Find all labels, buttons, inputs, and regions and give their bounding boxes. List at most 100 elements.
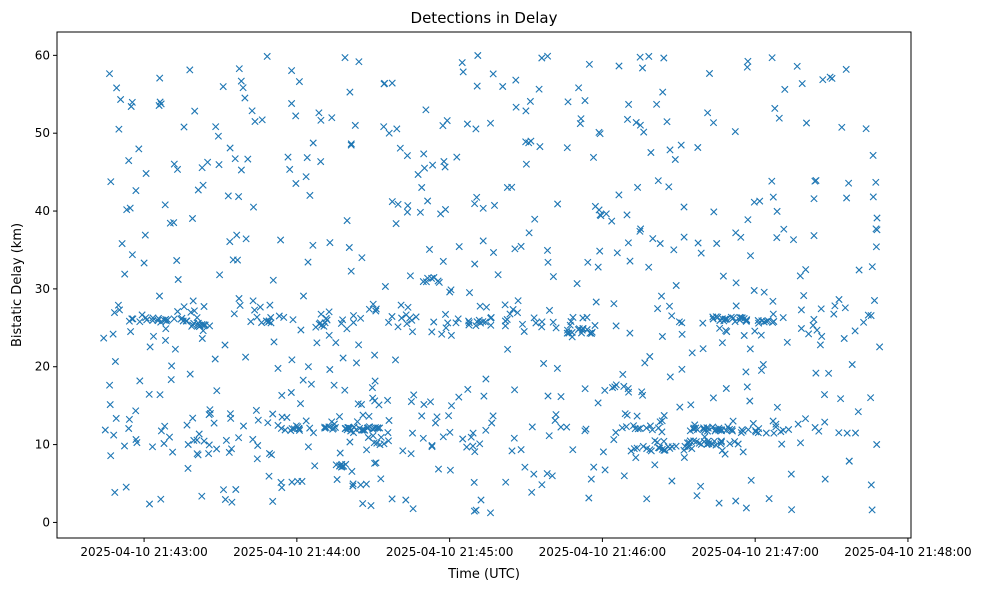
data-point xyxy=(544,392,552,400)
data-point xyxy=(365,412,373,420)
data-point xyxy=(544,52,552,60)
data-point xyxy=(665,302,674,310)
data-point xyxy=(100,334,108,342)
data-point xyxy=(358,254,366,262)
data-point xyxy=(693,492,701,500)
data-point xyxy=(532,319,540,327)
data-point xyxy=(699,319,707,327)
data-point xyxy=(688,445,696,453)
data-point xyxy=(113,84,121,92)
data-point xyxy=(168,362,176,370)
data-point xyxy=(592,298,600,306)
data-point xyxy=(528,423,536,431)
data-point xyxy=(729,314,737,322)
data-point xyxy=(705,440,713,448)
data-point xyxy=(845,457,853,465)
data-point xyxy=(149,316,157,325)
data-point xyxy=(148,443,157,451)
data-point xyxy=(355,58,363,66)
data-point xyxy=(779,314,787,322)
data-point xyxy=(636,121,644,129)
data-point xyxy=(538,481,546,489)
data-point xyxy=(595,128,603,136)
data-point xyxy=(355,424,364,432)
data-point xyxy=(634,183,642,191)
data-point xyxy=(110,309,119,317)
data-point xyxy=(587,329,596,338)
data-point xyxy=(636,53,644,61)
data-point xyxy=(235,434,243,442)
data-point xyxy=(854,408,862,416)
data-point xyxy=(394,323,402,331)
data-point xyxy=(870,296,879,305)
data-point xyxy=(687,401,695,409)
data-point xyxy=(110,431,118,439)
data-point xyxy=(653,100,661,108)
data-point xyxy=(750,198,758,206)
data-point xyxy=(388,198,396,206)
data-point xyxy=(212,123,220,131)
data-point xyxy=(719,272,727,280)
data-point xyxy=(577,329,586,337)
data-point xyxy=(479,318,487,326)
data-point xyxy=(352,359,361,367)
data-point xyxy=(867,481,875,489)
data-point xyxy=(251,306,259,314)
data-point xyxy=(788,506,796,514)
data-point xyxy=(406,314,414,322)
data-point xyxy=(445,412,453,420)
data-point xyxy=(157,495,165,503)
data-point xyxy=(251,117,259,126)
data-point xyxy=(734,440,742,448)
data-point xyxy=(476,302,484,310)
data-point xyxy=(127,102,135,111)
data-point xyxy=(501,322,509,330)
data-point xyxy=(120,442,129,450)
data-point xyxy=(654,305,662,313)
data-point xyxy=(283,413,291,422)
data-point xyxy=(332,461,340,469)
data-point xyxy=(193,314,201,322)
data-point xyxy=(671,155,679,164)
data-point xyxy=(697,440,705,448)
data-point xyxy=(464,385,472,393)
data-point xyxy=(306,191,314,199)
data-point xyxy=(666,444,674,452)
data-point xyxy=(689,425,698,433)
data-point xyxy=(288,478,296,486)
data-point xyxy=(666,146,674,154)
data-point xyxy=(419,434,427,442)
data-point xyxy=(309,429,318,437)
data-point xyxy=(171,345,179,353)
data-point xyxy=(646,352,654,361)
data-point xyxy=(544,258,552,266)
data-point xyxy=(680,453,688,462)
data-point xyxy=(198,492,206,500)
data-point xyxy=(335,413,344,421)
data-point xyxy=(488,419,496,427)
data-point xyxy=(406,272,414,280)
data-point xyxy=(564,98,572,106)
data-point xyxy=(125,317,133,325)
data-point xyxy=(743,316,751,324)
data-point xyxy=(111,488,119,496)
data-point xyxy=(722,384,730,393)
data-point xyxy=(145,500,154,508)
data-point xyxy=(369,432,377,440)
y-tick-label: 50 xyxy=(35,126,50,140)
data-point xyxy=(317,310,325,318)
data-point xyxy=(455,393,463,401)
data-point xyxy=(582,425,590,433)
data-point xyxy=(205,441,213,449)
data-point xyxy=(353,418,361,426)
data-point xyxy=(258,319,266,327)
data-point xyxy=(302,417,310,425)
data-point xyxy=(557,423,565,431)
data-point xyxy=(660,437,668,445)
data-point xyxy=(486,509,495,517)
data-point xyxy=(694,239,702,247)
data-point xyxy=(680,233,688,241)
data-point xyxy=(357,400,366,409)
data-point xyxy=(235,294,243,303)
